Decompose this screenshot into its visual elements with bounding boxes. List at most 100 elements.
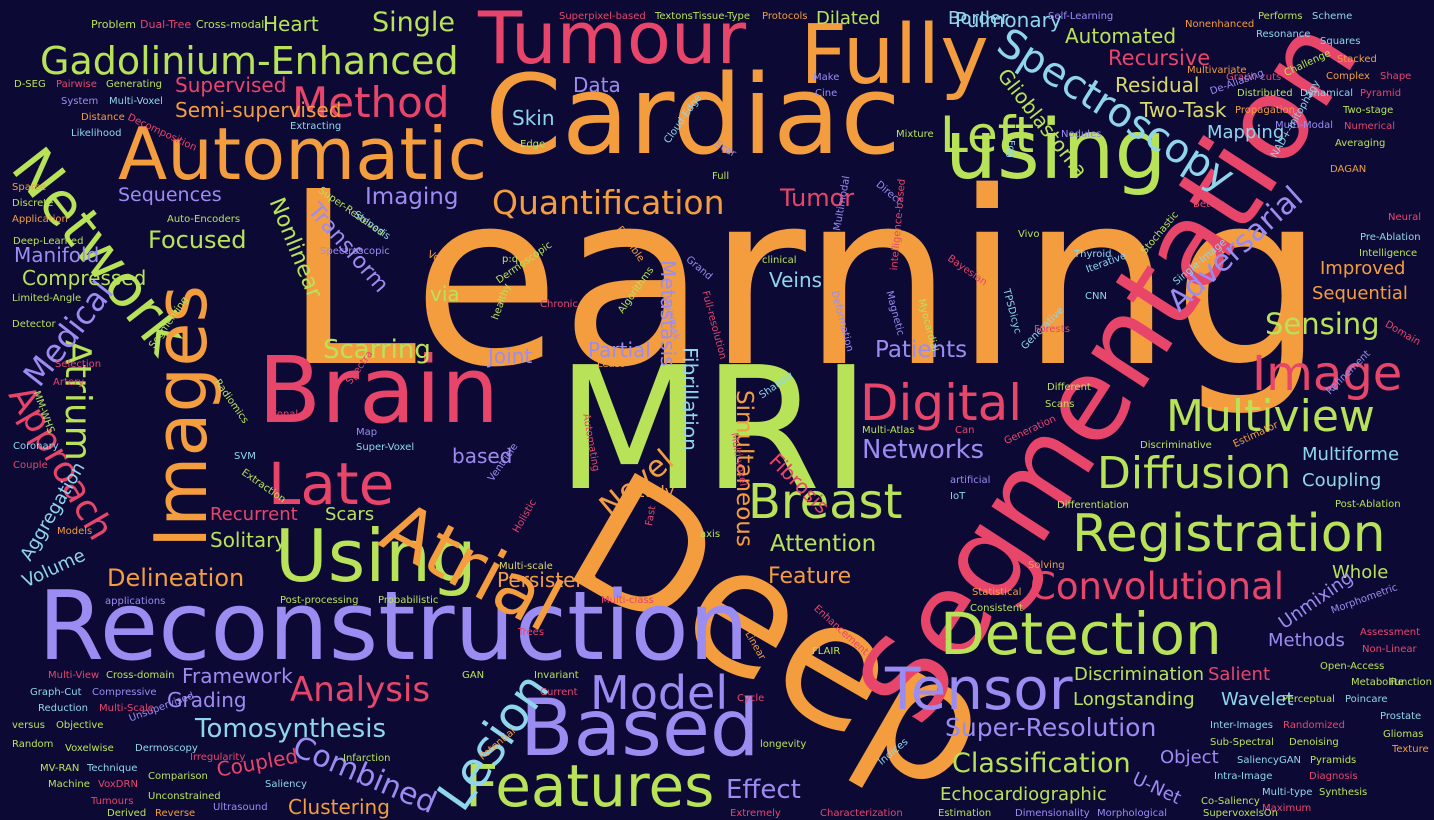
cloud-word: Spectroscopic: [320, 246, 390, 257]
cloud-word: Late: [268, 450, 395, 518]
cloud-word: Scheme: [1312, 11, 1353, 22]
cloud-word: Skin: [512, 106, 555, 130]
cloud-word: SupervoxelsOn: [1203, 808, 1278, 819]
cloud-word: Partial: [588, 338, 651, 362]
cloud-word: Pre-Ablation: [1360, 232, 1421, 243]
cloud-word: Non-Linear: [1362, 644, 1417, 655]
cloud-word: Protocols: [762, 11, 808, 22]
cloud-word: Focused: [148, 226, 247, 254]
cloud-word: Reconstruction: [38, 572, 749, 682]
cloud-word: Brain: [258, 337, 500, 444]
cloud-word: Dimensionality: [1015, 808, 1090, 819]
cloud-word: Statistical: [972, 587, 1022, 598]
cloud-word: System: [61, 96, 99, 107]
cloud-word: Tensor: [885, 655, 1073, 723]
cloud-word: Attention: [770, 531, 877, 557]
cloud-word: MRI: [556, 331, 871, 529]
cloud-word: Multiview: [1166, 391, 1375, 442]
cloud-word: Border: [948, 8, 1009, 29]
cloud-word: Averaging: [1335, 138, 1386, 149]
cloud-word: Multi-Scale: [99, 703, 154, 714]
cloud-word: clinical: [762, 255, 797, 266]
cloud-word: Method: [292, 78, 450, 127]
cloud-word: Scars: [325, 504, 375, 525]
cloud-word: Classification: [952, 748, 1131, 779]
cloud-word: Multi-scale: [499, 561, 553, 572]
cloud-word: Cross-modal: [196, 18, 265, 31]
cloud-word: Improved: [1320, 258, 1406, 279]
cloud-word: Two-stage: [1343, 105, 1394, 116]
cloud-word: Thyroid: [1074, 249, 1112, 260]
cloud-word: Extremely: [730, 808, 781, 819]
cloud-word: Edge: [520, 139, 546, 150]
cloud-word: Automatic: [118, 112, 488, 196]
cloud-word: Reverse: [155, 808, 196, 819]
cloud-word: Diffusion: [1097, 448, 1292, 499]
cloud-word: Based: [520, 684, 760, 774]
cloud-word: Residual: [1115, 73, 1200, 97]
cloud-word: GAN: [462, 670, 485, 681]
cloud-word: Characterization: [820, 808, 903, 819]
cloud-word: IoT: [950, 491, 966, 502]
cloud-word: Detector: [12, 319, 56, 330]
cloud-word: Diagnosis: [1309, 771, 1358, 782]
cloud-word: Performs: [1258, 11, 1303, 22]
cloud-word: Delineation: [107, 564, 245, 592]
cloud-word: Sparse: [12, 182, 47, 193]
cloud-word: Fully: [800, 8, 989, 103]
cloud-word: Forests: [1034, 324, 1070, 335]
cloud-word: Multi-class: [601, 595, 654, 606]
cloud-word: Tumours: [91, 796, 134, 807]
cloud-word: Joint: [488, 344, 533, 368]
cloud-word: Tumor: [780, 184, 855, 212]
cloud-word: Make: [813, 72, 840, 83]
cloud-word: Superpixel-based: [559, 11, 646, 22]
cloud-word: Likelihood: [71, 128, 122, 139]
cloud-word: Tomosynthesis: [195, 714, 387, 744]
cloud-word: Can: [955, 425, 975, 436]
cloud-word: Artery: [53, 377, 85, 388]
cloud-word: Solitary: [210, 528, 287, 552]
cloud-word: Current: [540, 687, 578, 698]
cloud-word: Stacked: [1337, 54, 1377, 65]
cloud-word: Fog: [1005, 140, 1016, 158]
cloud-word: Invariant: [534, 670, 579, 681]
cloud-word: Differentiation: [1057, 500, 1129, 511]
cloud-word: p:q: [502, 254, 519, 265]
cloud-word: Self-Learning: [1048, 11, 1114, 22]
cloud-word: Dual-Tree: [140, 18, 192, 31]
cloud-word: Metabolite: [1351, 677, 1404, 688]
cloud-word: Breast: [748, 474, 903, 530]
cloud-word: Objective: [56, 720, 104, 731]
cloud-word: Tumour: [478, 0, 747, 80]
cloud-word: D-SEG: [14, 79, 46, 90]
cloud-word: Gadolinium-Enhanced: [40, 39, 459, 83]
cloud-word: Squares: [1320, 36, 1361, 47]
cloud-word: Domain: [1383, 319, 1423, 349]
cloud-word: Ultrasound: [213, 802, 268, 813]
cloud-word: Full: [712, 171, 730, 182]
cloud-word: Veins: [769, 268, 823, 292]
cloud-word: Synthesis: [1319, 787, 1368, 798]
cloud-word: Different: [1047, 382, 1091, 393]
cloud-word: Infarction: [343, 753, 391, 764]
cloud-word: Reduction: [38, 703, 88, 714]
cloud-word: Sequences: [118, 184, 222, 206]
cloud-word: Model: [590, 666, 729, 720]
cloud-word: Recurrent: [210, 504, 298, 525]
cloud-word: Features: [465, 752, 715, 820]
cloud-word: Whole: [1332, 562, 1389, 583]
cloud-word: Couple: [13, 460, 48, 471]
cloud-word: CNN: [1085, 291, 1107, 302]
cloud-word: Multi-Atlas: [862, 425, 915, 436]
cloud-word: Denoising: [1289, 737, 1339, 748]
cloud-word: Sub-Spectral: [1210, 737, 1274, 748]
cloud-word: DAGAN: [1330, 164, 1367, 175]
cloud-word: Wavelet: [1221, 689, 1294, 710]
cloud-word: Perceptual: [1282, 694, 1335, 705]
cloud-word: Propagation: [1235, 105, 1295, 116]
cloud-word: artificial: [950, 475, 991, 486]
cloud-word: Map: [356, 427, 378, 438]
cloud-word: Cycle: [737, 693, 765, 704]
cloud-word: Nodules: [1061, 129, 1102, 140]
